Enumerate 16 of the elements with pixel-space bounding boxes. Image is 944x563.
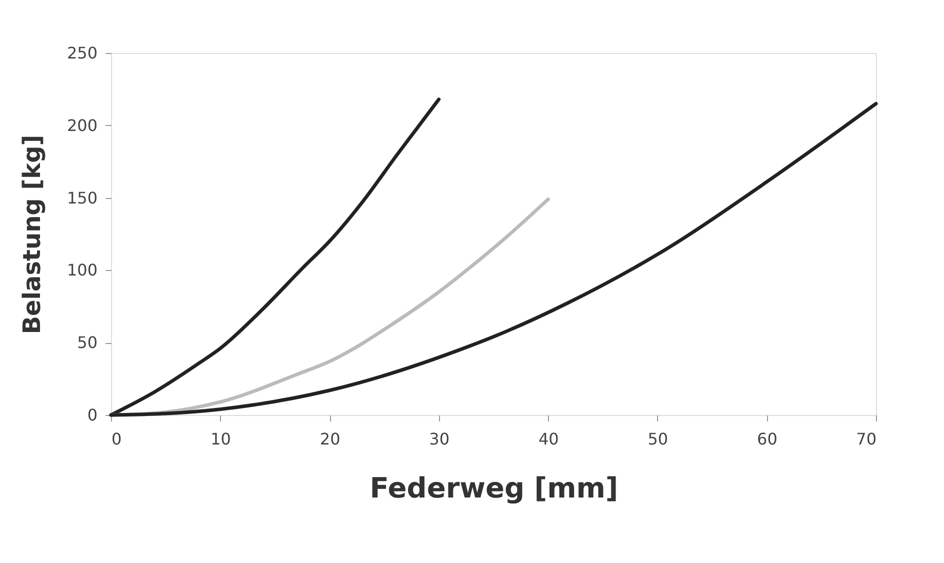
x-tick-label: 60 [757,430,778,448]
y-tick-label: 100 [66,260,98,280]
x-tick-label: 40 [538,430,559,448]
x-axis-title: Federweg [mm] [370,472,618,504]
x-tick-label: 70 [856,430,876,448]
x-tick-label: 0 [112,430,122,448]
x-tick-label: 30 [429,430,450,448]
x-tick-label: 50 [648,430,668,448]
y-tick-label: 250 [66,44,98,62]
x-tick-label: 10 [210,430,231,448]
y-axis-title: Belastung [kg] [18,134,46,334]
y-tick-label: 50 [77,333,98,352]
y-tick-label: 0 [87,406,98,424]
y-tick-label: 200 [66,116,98,135]
y-tick-label: 150 [66,188,98,208]
x-tick-label: 20 [320,430,340,448]
